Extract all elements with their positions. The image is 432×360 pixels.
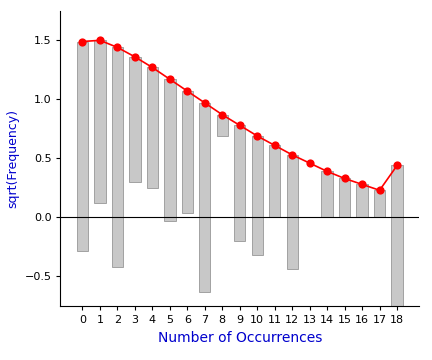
Bar <box>199 103 210 292</box>
Point <box>149 64 156 70</box>
Point <box>131 54 138 60</box>
Bar <box>112 48 123 267</box>
Point <box>394 163 400 168</box>
Bar <box>374 190 385 217</box>
Bar <box>286 155 298 269</box>
Bar <box>164 79 175 221</box>
Point <box>324 168 330 174</box>
Point <box>271 143 278 148</box>
Bar <box>269 145 280 217</box>
Point <box>96 37 103 43</box>
Bar <box>234 125 245 241</box>
Bar <box>321 171 333 217</box>
Y-axis label: sqrt(Frequency): sqrt(Frequency) <box>6 109 19 208</box>
Point <box>219 112 226 118</box>
Bar <box>94 40 105 203</box>
Point <box>341 176 348 181</box>
Bar <box>181 91 193 213</box>
Point <box>201 100 208 106</box>
X-axis label: Number of Occurrences: Number of Occurrences <box>158 330 322 345</box>
Bar <box>339 179 350 217</box>
Bar <box>356 184 368 217</box>
Point <box>114 45 121 50</box>
Point <box>289 152 295 158</box>
Point <box>184 88 191 94</box>
Bar <box>216 115 228 136</box>
Point <box>166 76 173 82</box>
Point <box>306 160 313 166</box>
Point <box>79 39 86 44</box>
Point <box>359 181 365 187</box>
Point <box>376 188 383 193</box>
Point <box>254 133 260 139</box>
Bar <box>251 136 263 255</box>
Bar <box>147 67 158 188</box>
Bar <box>391 166 403 306</box>
Bar <box>77 41 88 251</box>
Point <box>236 122 243 128</box>
Bar <box>129 57 140 182</box>
